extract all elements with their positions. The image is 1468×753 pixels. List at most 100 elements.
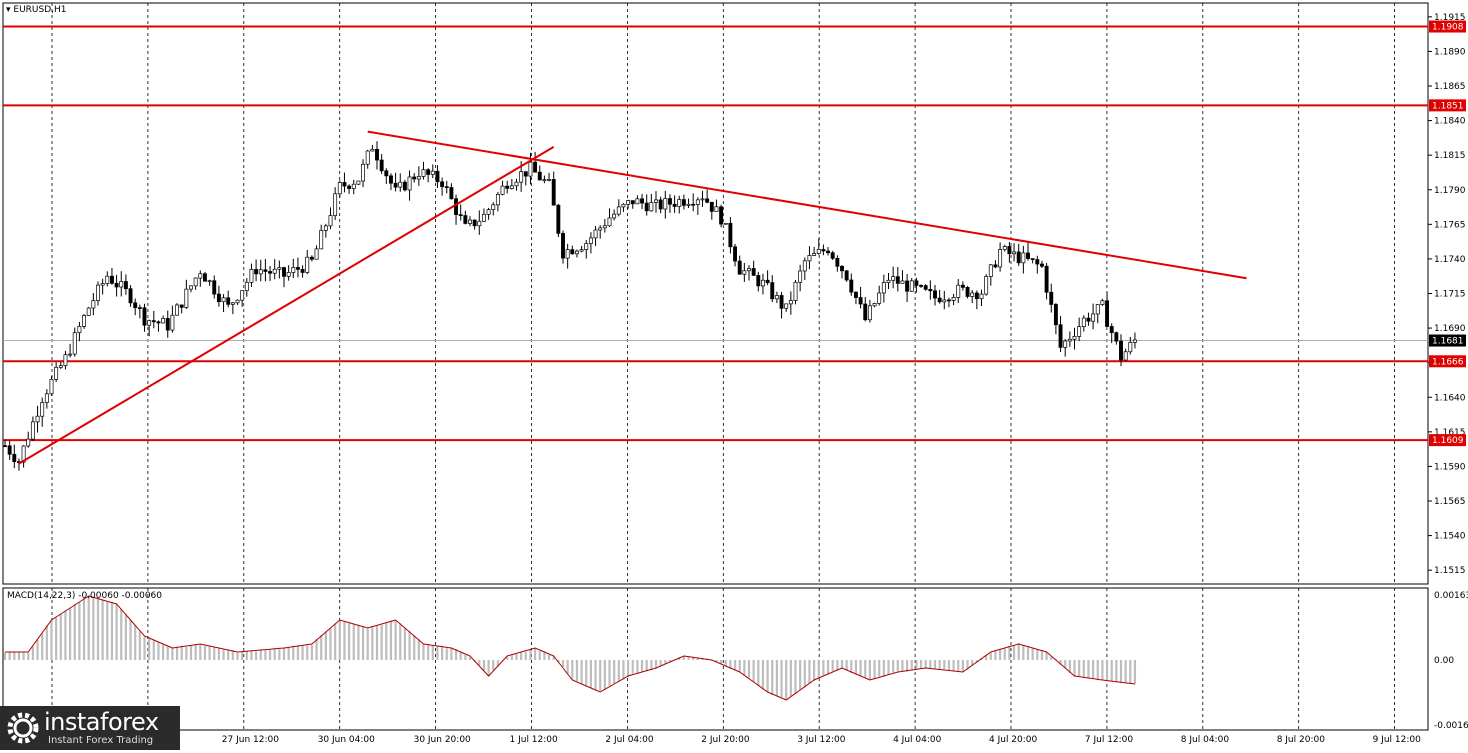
candle-body <box>626 200 631 205</box>
candle-body <box>1067 338 1072 342</box>
candle-body <box>86 307 91 316</box>
candle-body <box>277 267 282 270</box>
x-tick-label: 1 Jul 12:00 <box>510 735 559 745</box>
candle-body <box>1100 300 1105 305</box>
candle-body <box>751 268 756 276</box>
candle-body <box>821 249 826 252</box>
y-tick-label: 1.1540 <box>1434 532 1466 542</box>
candle-body <box>342 182 347 187</box>
level-price-label: 1.1851 <box>1432 101 1464 111</box>
candle-body <box>1086 317 1091 322</box>
candle-body <box>435 170 440 183</box>
level-price-tag <box>1429 20 1466 33</box>
candle-body <box>1039 263 1044 267</box>
candle-body <box>184 288 189 308</box>
candle-body <box>491 204 496 210</box>
candle-body <box>179 304 184 308</box>
y-tick-label: 1.1840 <box>1434 117 1466 127</box>
candle-body <box>328 215 333 227</box>
dropdown-triangle-icon[interactable]: ▾ <box>6 5 11 15</box>
candle-body <box>1058 324 1063 348</box>
candle-body <box>235 299 240 304</box>
candle-body <box>1114 332 1119 342</box>
candle-body <box>463 215 468 224</box>
candle-body <box>677 199 682 207</box>
brand-tagline: Instant Forex Trading <box>48 735 154 746</box>
candle-body <box>482 214 486 222</box>
candle-body <box>946 299 951 302</box>
candle-body <box>296 267 300 270</box>
candle-body <box>347 185 352 189</box>
candle-body <box>165 318 170 331</box>
x-tick-label: 2 Jul 04:00 <box>605 735 654 745</box>
candle-body <box>584 243 589 250</box>
candle-body <box>835 257 840 267</box>
candle-body <box>686 203 691 206</box>
candle-body <box>1026 252 1030 259</box>
candle-body <box>784 303 789 309</box>
candle-body <box>356 180 361 185</box>
candle-body <box>230 302 235 305</box>
candle-body <box>505 185 510 189</box>
candle-body <box>268 271 273 274</box>
candle-body <box>468 219 472 224</box>
symbol-label[interactable]: ▾ EURUSD,H1 <box>6 5 67 15</box>
candle-body <box>691 203 696 206</box>
candle-body <box>333 193 338 216</box>
candle-body <box>440 181 445 188</box>
candle-body <box>695 199 700 205</box>
candle-body <box>207 280 212 283</box>
candle-body <box>477 220 482 227</box>
candle-body <box>607 217 612 227</box>
candle-body <box>840 265 844 272</box>
candle-body <box>709 201 714 212</box>
candle-body <box>109 275 114 284</box>
candle-body <box>49 379 54 395</box>
candle-body <box>760 279 765 287</box>
candle-body <box>430 170 435 175</box>
y-tick-label: 1.1740 <box>1434 255 1466 265</box>
candle-body <box>454 198 459 215</box>
candle-body <box>681 199 686 206</box>
candle-body <box>528 161 533 177</box>
candle-body <box>816 249 821 254</box>
y-tick-label: 1.1715 <box>1434 290 1466 300</box>
candle-body <box>119 281 124 288</box>
candle-body <box>1021 252 1026 264</box>
candle-body <box>175 304 179 316</box>
candle-body <box>909 280 914 292</box>
candle-body <box>863 303 868 321</box>
candle-body <box>58 365 63 368</box>
candle-body <box>156 321 161 324</box>
candle-body <box>937 297 942 303</box>
candle-body <box>258 269 263 275</box>
candle-body <box>77 326 82 334</box>
candle-body <box>616 206 621 215</box>
candle-body <box>282 267 286 277</box>
candle-body <box>793 281 798 301</box>
candle-body <box>765 279 770 283</box>
candle-body <box>291 267 296 273</box>
brand-logo: instaforex Instant Forex Trading <box>0 706 180 750</box>
y-tick-label: 1.1640 <box>1434 393 1466 403</box>
candle-body <box>551 179 556 206</box>
candle-body <box>542 179 547 181</box>
candle-body <box>72 332 77 355</box>
candle-body <box>314 248 319 260</box>
candle-body <box>756 275 761 287</box>
candle-body <box>770 282 775 300</box>
candle-body <box>942 299 947 303</box>
candle-body <box>807 255 812 262</box>
candle-body <box>872 303 877 307</box>
candle-body <box>1016 251 1021 264</box>
candle-body <box>1035 259 1040 265</box>
candle-body <box>337 182 342 195</box>
brand-name: instaforex <box>44 708 159 736</box>
candle-body <box>393 182 398 188</box>
x-tick-label: 30 Jun 20:00 <box>414 735 471 745</box>
candle-body <box>421 169 426 177</box>
candle-body <box>672 203 677 207</box>
candle-body <box>216 293 221 303</box>
